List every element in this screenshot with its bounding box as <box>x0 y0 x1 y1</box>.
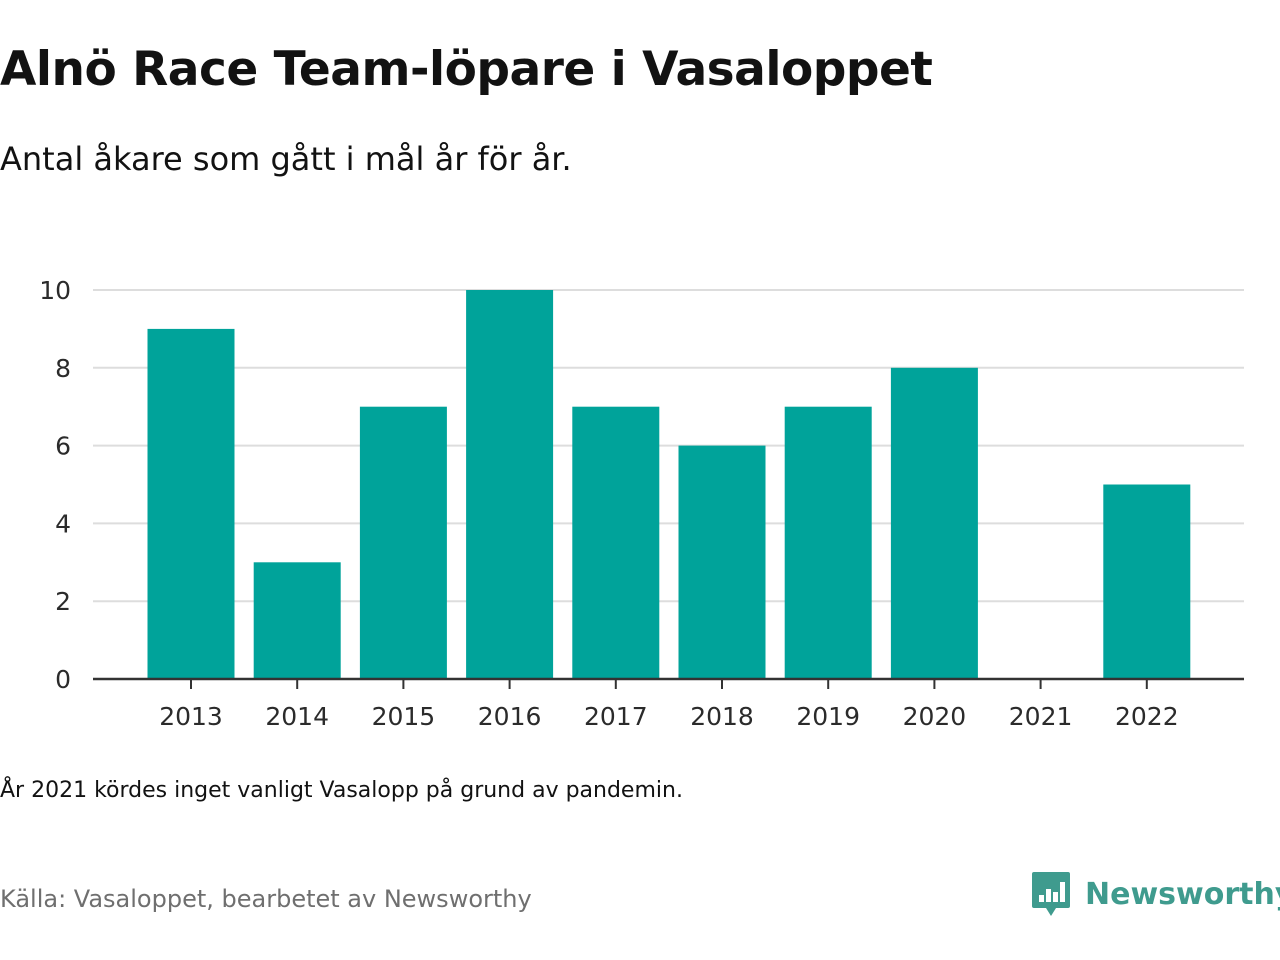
bar-2019 <box>784 406 872 679</box>
bar-2018 <box>678 445 766 679</box>
y-tick-label: 4 <box>55 509 71 538</box>
chart-title: Alnö Race Team-löpare i Vasaloppet <box>0 42 933 97</box>
logo-bar <box>1046 889 1051 902</box>
newsworthy-logo-icon <box>1032 872 1070 916</box>
logo-bar <box>1053 892 1058 902</box>
source-credit: Källa: Vasaloppet, bearbetet av Newswort… <box>0 885 532 913</box>
brand[interactable]: Newsworthy <box>1031 870 1280 918</box>
chart-subtitle: Antal åkare som gått i mål år för år. <box>0 140 572 178</box>
x-tick-label: 2017 <box>584 702 648 731</box>
bar-2022 <box>1103 484 1191 679</box>
bars <box>147 290 1191 679</box>
x-tick-label: 2022 <box>1115 702 1179 731</box>
axes: 0 2 4 6 8 10 2013 2014 2015 2016 2017 2018 2019 2020 2… <box>39 276 1244 731</box>
bar-2020 <box>890 367 978 679</box>
bar-2013 <box>147 328 235 679</box>
footnote: År 2021 kördes inget vanligt Vasalopp på… <box>0 778 683 803</box>
bar-2014 <box>253 562 341 679</box>
y-tick-label: 0 <box>55 665 71 694</box>
bar-2017 <box>572 406 660 679</box>
x-tick-label: 2021 <box>1009 702 1073 731</box>
x-tick-label: 2018 <box>690 702 754 731</box>
logo-bar <box>1060 882 1065 902</box>
x-tick-label: 2014 <box>265 702 329 731</box>
y-tick-label: 2 <box>55 587 71 616</box>
x-tick-label: 2020 <box>903 702 967 731</box>
y-tick-label: 6 <box>55 432 71 461</box>
x-tick-label: 2016 <box>478 702 542 731</box>
y-tick-label: 10 <box>39 276 71 305</box>
y-tick-label: 8 <box>55 354 71 383</box>
bar-2016 <box>466 290 554 679</box>
logo-bar <box>1039 895 1044 902</box>
x-tick-label: 2015 <box>372 702 436 731</box>
gridlines <box>93 289 1244 603</box>
bar-chart: 0 2 4 6 8 10 2013 2014 2015 2016 2017 2018 2019 2020 2… <box>39 276 1244 731</box>
brand-name: Newsworthy <box>1085 876 1280 912</box>
bar-2015 <box>359 406 447 679</box>
x-tick-label: 2013 <box>159 702 223 731</box>
x-tick-label: 2019 <box>796 702 860 731</box>
